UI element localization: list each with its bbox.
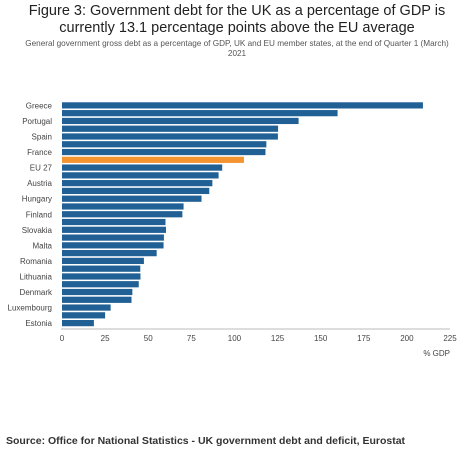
y-tick-label: Romania — [20, 257, 53, 266]
bar — [62, 304, 111, 311]
bar — [62, 203, 184, 210]
bar — [62, 102, 423, 109]
x-tick-label: 0 — [60, 334, 65, 343]
y-tick-label: France — [27, 148, 52, 157]
bar — [62, 273, 141, 280]
bar-chart: Greece Portugal Spain France EU 27 Austria Hun… — [8, 101, 458, 358]
x-tick-label: 150 — [314, 334, 328, 343]
bar — [62, 250, 157, 257]
bar — [62, 320, 94, 327]
bar — [62, 211, 183, 218]
chart-title: Figure 3: Government debt for the UK as … — [28, 3, 446, 36]
bar — [62, 148, 266, 156]
y-tick-label: Denmark — [20, 288, 53, 297]
x-tick-label: 225 — [443, 334, 457, 343]
bar — [62, 281, 139, 288]
chart-subtitle: General government gross debt as a perce… — [25, 39, 449, 58]
bar — [62, 172, 219, 179]
x-axis-label: % GDP — [423, 349, 450, 358]
bar — [62, 156, 244, 163]
bar — [62, 257, 144, 265]
bar — [62, 117, 299, 125]
y-tick-label: Slovakia — [22, 226, 53, 235]
bar — [62, 242, 164, 249]
x-tick-label: 75 — [187, 334, 196, 343]
bar — [62, 195, 202, 202]
y-tick-label: EU 27 — [30, 164, 53, 173]
y-tick-label: Estonia — [25, 319, 52, 328]
bar — [62, 164, 223, 171]
x-tick-label: 125 — [271, 334, 285, 343]
bar — [62, 125, 279, 132]
bar — [62, 133, 278, 140]
bar — [62, 288, 133, 296]
bar — [62, 141, 267, 148]
y-tick-label: Luxembourg — [8, 304, 52, 313]
bar — [62, 180, 213, 187]
y-tick-label: Portugal — [22, 117, 52, 126]
bar — [62, 218, 166, 226]
bar — [62, 110, 338, 117]
y-tick-label: Greece — [26, 101, 53, 110]
bar — [62, 265, 141, 272]
x-tick-label: 25 — [101, 334, 110, 343]
source-note: Source: Office for National Statistics -… — [6, 435, 406, 447]
x-tick-label: 175 — [357, 334, 371, 343]
bar — [62, 226, 166, 233]
x-tick-label: 100 — [228, 334, 242, 343]
bar — [62, 187, 210, 195]
y-tick-label: Spain — [32, 132, 52, 141]
x-tick-label: 50 — [144, 334, 153, 343]
bar — [62, 312, 106, 319]
y-tick-label: Hungary — [22, 195, 52, 204]
y-tick-label: Lithuania — [20, 272, 53, 281]
y-tick-label: Finland — [26, 210, 52, 219]
x-tick-label: 200 — [400, 334, 414, 343]
y-tick-label: Malta — [32, 241, 52, 250]
bar — [62, 234, 164, 241]
bar — [62, 296, 132, 303]
y-tick-label: Austria — [27, 179, 52, 188]
